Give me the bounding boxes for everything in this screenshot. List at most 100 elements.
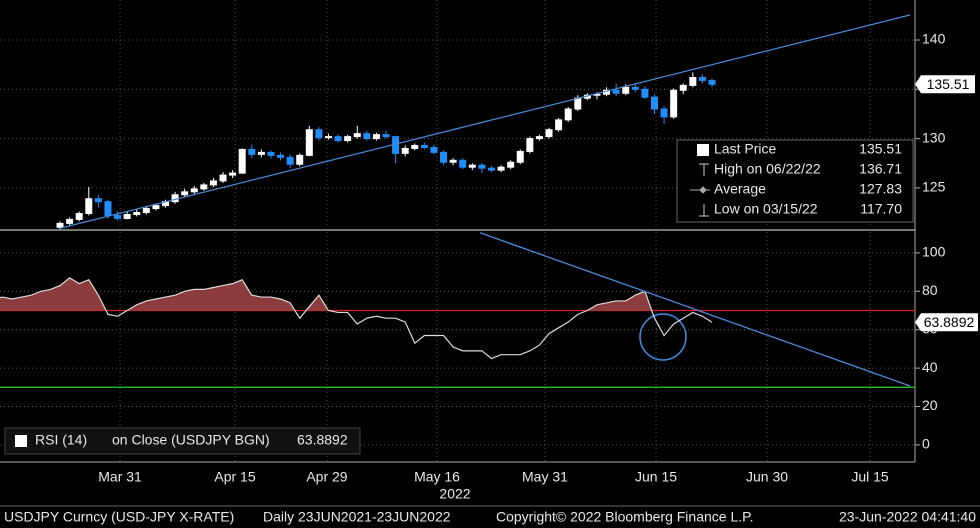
candle-body [372,134,380,140]
candle-body [420,144,428,148]
legend-label: High on 06/22/22 [714,161,821,177]
y-tick-label: 140 [922,31,946,47]
candle-body [641,88,649,98]
candle-body [698,76,706,81]
candle-body [708,79,716,85]
candle-body [142,208,150,214]
candle-body [411,144,419,149]
footer-timestamp: 23-Jun-2022 04:41:40 [839,509,976,525]
candle-body [190,188,198,193]
candle-body [181,191,189,196]
highlight-circle [639,313,687,361]
candle-body [382,134,390,138]
candle-body [229,172,237,176]
y-tick-label: 80 [922,282,938,298]
candle-body [689,76,697,86]
candle-body [238,148,246,174]
candle-body [353,133,361,138]
y-tick-label: 40 [922,359,938,375]
candle-body [516,150,524,163]
footer-security: USDJPY Curncy (USD-JPY X-RATE) [4,509,234,525]
x-tick-label: Jul 15 [851,469,889,485]
rsi-legend-icon [15,435,27,447]
y-tick-label: 130 [922,129,946,145]
legend-icon [697,144,709,156]
x-tick-label: Apr 29 [306,469,347,485]
candle-body [248,148,256,155]
x-tick-label: May 16 [414,469,460,485]
legend-value: 136.71 [859,161,902,177]
candle-body [133,212,141,215]
candle-body [75,213,83,220]
candle-body [440,151,448,163]
candle-body [631,86,639,90]
candle-body [296,154,304,165]
rsi-legend-value: 63.8892 [297,432,348,448]
candle-body [324,136,332,139]
candle-body [622,86,630,94]
candle-body [612,89,620,94]
legend-icon [699,204,709,217]
candle-body [574,97,582,110]
x-tick-label: Jun 30 [746,469,788,485]
candle-body [344,136,352,142]
candle-body [152,205,160,210]
candle-body [478,164,486,169]
x-tick-label: Apr 15 [214,469,255,485]
rsi-legend-name: RSI (14) [35,432,87,448]
candle-body [545,129,553,138]
trendline [59,14,911,229]
candle-body [123,213,131,219]
y-tick-label: 0 [922,436,930,452]
legend-box [676,139,914,223]
last-price-tag [915,75,975,94]
last-rsi-tag [915,313,978,332]
legend-label: Average [714,181,766,197]
candle-body [257,151,265,155]
candle-body [363,133,371,140]
rsi-legend-source: on Close (USDJPY BGN) [112,432,270,448]
candle-body [56,222,64,228]
candle-body [650,96,658,110]
legend-value: 117.70 [860,201,902,217]
candle-body [430,146,438,153]
candle-body [200,184,208,190]
candle-body [85,198,93,215]
y-tick-label: 100 [922,244,946,260]
candle-body [487,167,495,171]
candle-body [526,138,534,152]
rsi-legend-box [4,427,361,455]
candle-body [679,84,687,91]
candle-body [305,129,313,156]
x-tick-label: Jun 15 [635,469,677,485]
rsi-line [0,277,713,360]
candle-body [209,180,217,186]
candle-body [286,156,294,165]
candle-body [660,108,668,118]
candle-body [670,89,678,118]
legend-label: Last Price [714,141,776,157]
candle-body [449,159,457,163]
candle-body [114,214,122,219]
candle-body [334,136,342,142]
candle-body [507,161,515,168]
overbought-area [0,277,652,311]
candle-body [401,147,409,154]
candle-body [459,159,467,168]
x-axis-year: 2022 [439,486,470,502]
last-rsi-label: 63.8892 [924,314,975,330]
candle-body [535,136,543,140]
candle-body [315,129,323,139]
trendline [479,232,911,387]
candle-body [497,166,505,171]
candle-body [468,164,476,168]
candle-body [277,154,285,158]
candle-body [66,218,74,224]
candle-body [267,151,275,156]
footer-range: Daily 23JUN2021-23JUN2022 [263,509,451,525]
legend-icon [699,163,709,176]
x-tick-label: Mar 31 [98,469,142,485]
legend-value: 135.51 [859,141,902,157]
candle-body [564,108,572,121]
